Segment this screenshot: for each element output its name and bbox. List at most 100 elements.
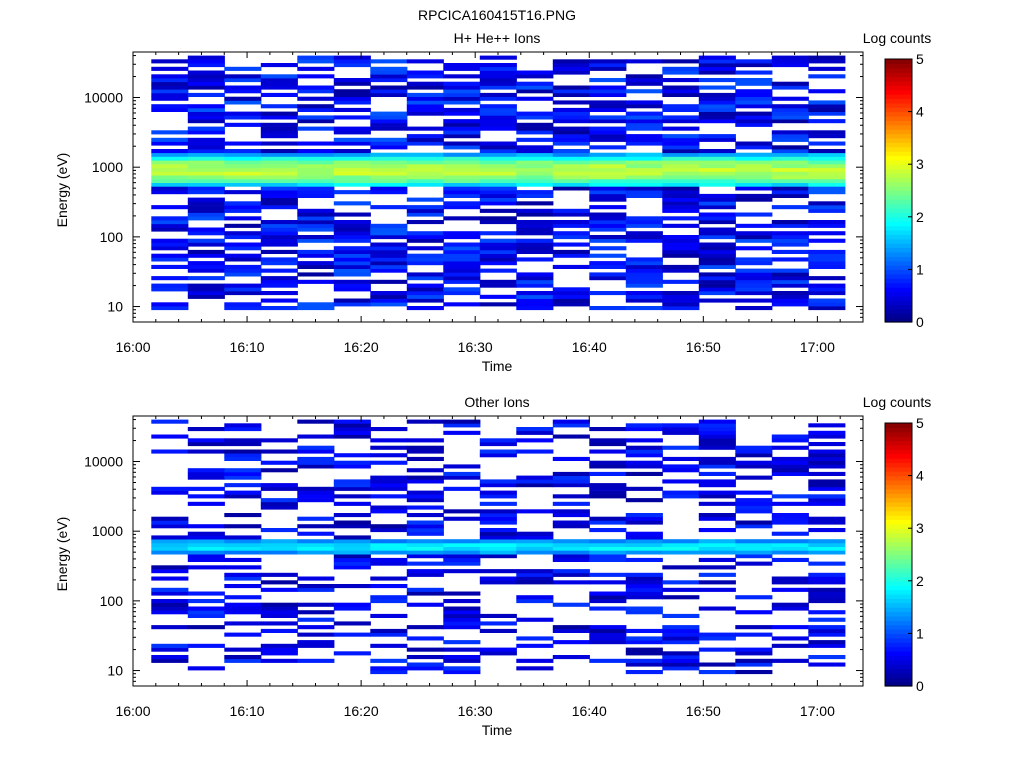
- heatmap-cell: [224, 610, 262, 615]
- heatmap-cell: [297, 445, 335, 450]
- heatmap-cell: [187, 178, 225, 183]
- colorbar-step: [885, 133, 912, 139]
- heatmap-cell: [370, 92, 408, 97]
- heatmap-cell: [625, 471, 663, 476]
- heatmap-cell: [333, 235, 371, 240]
- heatmap-cell: [443, 122, 481, 127]
- heatmap-cell: [552, 557, 590, 562]
- heatmap-cell: [187, 126, 225, 131]
- heatmap-cell: [625, 572, 663, 577]
- colorbar-step: [885, 458, 912, 464]
- heatmap-cell: [224, 85, 262, 90]
- heatmap-cell: [479, 542, 517, 547]
- colorbar-step: [885, 129, 912, 135]
- heatmap-cell: [516, 190, 554, 195]
- heatmap-cell: [735, 647, 773, 652]
- heatmap-cell: [224, 272, 262, 277]
- heatmap-cell: [224, 216, 262, 221]
- heatmap-cell: [151, 66, 189, 71]
- heatmap-cell: [552, 554, 590, 559]
- heatmap-cell: [443, 257, 481, 262]
- heatmap-cell: [370, 70, 408, 75]
- heatmap-cell: [297, 460, 335, 465]
- heatmap-cell: [333, 483, 371, 488]
- heatmap-cell: [698, 167, 736, 172]
- heatmap-cell: [187, 70, 225, 75]
- heatmap-cell: [662, 430, 700, 435]
- heatmap-cell: [808, 264, 846, 269]
- heatmap-cell: [406, 445, 444, 450]
- heatmap-cell: [516, 617, 554, 622]
- heatmap-cell: [589, 471, 627, 476]
- heatmap-cell: [260, 438, 298, 443]
- heatmap-cell: [771, 434, 809, 439]
- heatmap-cell: [735, 662, 773, 667]
- heatmap-cell: [735, 670, 773, 675]
- x-tick-label: 16:10: [230, 703, 265, 719]
- heatmap-cell: [443, 171, 481, 176]
- heatmap-cell: [187, 92, 225, 97]
- x-tick-label: 16:00: [115, 339, 150, 355]
- heatmap-cell: [297, 625, 335, 630]
- heatmap-cell: [479, 152, 517, 157]
- heatmap-cell: [333, 602, 371, 607]
- heatmap-cell: [260, 249, 298, 254]
- heatmap-cell: [443, 167, 481, 172]
- heatmap-cell: [552, 152, 590, 157]
- heatmap-cell: [151, 486, 189, 491]
- colorbar-step: [885, 462, 912, 468]
- heatmap-cell: [808, 59, 846, 64]
- heatmap-cell: [151, 164, 189, 169]
- heatmap-cell: [406, 662, 444, 667]
- heatmap-cell: [479, 580, 517, 585]
- heatmap-cell: [516, 576, 554, 581]
- heatmap-cell: [735, 59, 773, 64]
- y-tick-label: 1000: [92, 523, 123, 539]
- heatmap-cell: [698, 227, 736, 232]
- colorbar-label: Log counts: [863, 30, 932, 46]
- heatmap-cell: [625, 610, 663, 615]
- heatmap-cell: [333, 238, 371, 243]
- heatmap-cell: [333, 501, 371, 506]
- heatmap-cell: [625, 186, 663, 191]
- heatmap-cell: [479, 85, 517, 90]
- heatmap-cell: [370, 670, 408, 675]
- heatmap-cell: [808, 107, 846, 112]
- heatmap-cell: [735, 546, 773, 551]
- heatmap-cell: [151, 78, 189, 83]
- heatmap-cell: [735, 182, 773, 187]
- heatmap-cell: [662, 587, 700, 592]
- heatmap-cell: [808, 283, 846, 288]
- heatmap-cell: [552, 419, 590, 424]
- heatmap-cell: [552, 569, 590, 574]
- heatmap-cell: [516, 257, 554, 262]
- colorbar-step: [885, 247, 912, 253]
- heatmap-cell: [589, 115, 627, 120]
- heatmap-cell: [808, 561, 846, 566]
- heatmap-cell: [297, 175, 335, 180]
- heatmap-cell: [224, 306, 262, 311]
- heatmap-cell: [771, 104, 809, 109]
- heatmap-cell: [370, 261, 408, 266]
- heatmap-cell: [406, 208, 444, 213]
- heatmap-cell: [370, 74, 408, 79]
- heatmap-cell: [698, 501, 736, 506]
- heatmap-cell: [479, 516, 517, 521]
- heatmap-cell: [662, 175, 700, 180]
- heatmap-cell: [771, 268, 809, 273]
- heatmap-cell: [333, 253, 371, 258]
- heatmap-cell: [224, 156, 262, 161]
- heatmap-cell: [406, 156, 444, 161]
- heatmap-cell: [771, 111, 809, 116]
- heatmap-cell: [479, 160, 517, 165]
- heatmap-cell: [370, 164, 408, 169]
- heatmap-cell: [771, 119, 809, 124]
- heatmap-cell: [771, 156, 809, 161]
- heatmap-cell: [808, 276, 846, 281]
- colorbar-tick-label: 5: [916, 51, 924, 67]
- heatmap-cell: [808, 501, 846, 506]
- heatmap-cell: [224, 453, 262, 458]
- heatmap-cell: [151, 490, 189, 495]
- heatmap-cell: [698, 516, 736, 521]
